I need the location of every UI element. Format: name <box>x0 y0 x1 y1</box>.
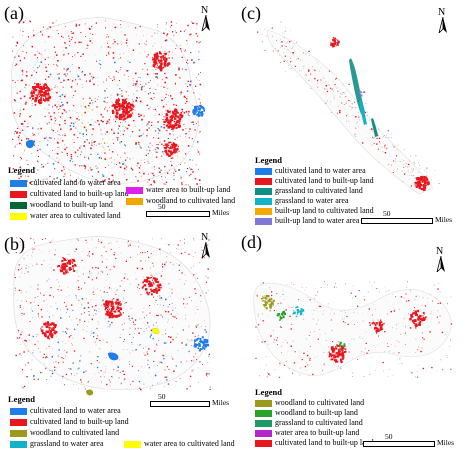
legend-item: woodland to cultivated land <box>126 196 235 206</box>
legend-item: woodland to built-up land <box>10 200 113 210</box>
legend-item: cultivated land to water area <box>255 166 366 176</box>
legend-item: cultivated land to built-up land <box>10 417 129 427</box>
panel-label-b: (b) <box>4 234 25 254</box>
legend-item: built-up land to cultivated land <box>255 206 374 216</box>
legend-swatch <box>10 201 27 209</box>
legend-item: grassland to cultivated land <box>255 418 363 428</box>
scale-unit: Miles <box>212 208 230 217</box>
legend-title: Legend <box>255 155 282 165</box>
panel-label-a: (a) <box>4 3 24 23</box>
legend-swatch <box>255 217 272 225</box>
region-outline-d <box>253 283 452 376</box>
north-arrow-b: N <box>198 232 214 258</box>
scale-value: 50 <box>385 432 393 441</box>
legend-swatch <box>255 429 272 437</box>
legend-item: cultivated land to built-up land <box>255 438 374 448</box>
legend-swatch <box>126 197 143 205</box>
north-label: N <box>201 5 209 16</box>
legend-item: water area to cultivated land <box>10 211 121 221</box>
north-arrow-d: N <box>433 246 449 272</box>
legend-swatch <box>255 399 272 407</box>
legend-item: woodland to cultivated land <box>10 428 119 438</box>
north-arrow-icon <box>436 256 445 272</box>
map-b <box>13 236 211 396</box>
legend-item: woodland to built-up land <box>255 408 358 418</box>
scale-bar-rect <box>150 401 210 407</box>
scale-bar-a: 50 Miles <box>146 203 236 217</box>
legend-swatch <box>255 167 272 175</box>
scale-value: 50 <box>383 209 391 218</box>
scale-unit: Miles <box>212 398 230 407</box>
scale-value: 50 <box>158 392 166 401</box>
panel-label-c: (c) <box>241 3 261 23</box>
legend-swatch <box>255 439 272 447</box>
legend-b: Legend cultivated land to water area cul… <box>8 394 236 450</box>
legend-swatch <box>10 212 27 220</box>
legend-item: water area to cultivated land <box>124 439 235 449</box>
scale-bar-d: 50 Miles <box>363 433 471 447</box>
scale-bar-c: 50 Miles <box>361 210 469 224</box>
legend-item: built-up land to water area <box>255 216 359 226</box>
north-arrow-a: N <box>198 5 214 31</box>
map-d <box>253 281 453 378</box>
legend-item: grassland to water area <box>10 439 104 449</box>
legend-swatch <box>126 186 143 194</box>
legend-swatch <box>255 187 272 195</box>
legend-swatch <box>255 419 272 427</box>
legend-item: cultivated land to built-up land <box>255 176 374 186</box>
scale-bar-rect <box>363 441 435 447</box>
north-arrow-icon <box>438 17 447 33</box>
map-panel-d: (d) N Legend woodland to cultivated land… <box>237 225 474 450</box>
legend-item: woodland to cultivated land <box>255 398 364 408</box>
map-panel-c: (c) N Legend cultivated land to water ar… <box>237 0 474 225</box>
scale-value: 50 <box>158 202 166 211</box>
legend-swatch <box>10 190 27 198</box>
legend-item: grassland to cultivated land <box>255 186 363 196</box>
north-arrow-icon <box>201 15 210 31</box>
legend-c: Legend cultivated land to water area cul… <box>255 155 470 225</box>
scale-unit: Miles <box>437 438 455 447</box>
map-a <box>10 17 206 187</box>
legend-swatch <box>10 429 27 437</box>
legend-swatch <box>255 207 272 215</box>
legend-item: cultivated land to water area <box>10 406 121 416</box>
legend-swatch <box>124 440 141 448</box>
scale-unit: Miles <box>435 215 453 224</box>
legend-item: cultivated land to built-up land <box>10 189 129 199</box>
legend-swatch <box>10 179 27 187</box>
north-arrow-icon <box>201 242 210 258</box>
map-panel-b: (b) N Legend cultivated land to water ar… <box>0 225 237 450</box>
scale-bar-rect <box>361 218 433 224</box>
legend-item: water area to built-up land <box>255 428 359 438</box>
legend-d: Legend woodland to cultivated land woodl… <box>255 387 465 447</box>
legend-swatch <box>10 407 27 415</box>
scale-bar-rect <box>146 211 210 217</box>
scale-bar-b: 50 Miles <box>150 393 236 407</box>
legend-swatch <box>10 440 27 448</box>
map-panel-a: (a) N Legend cultivated land to water ar… <box>0 0 237 225</box>
north-arrow-c: N <box>435 7 451 33</box>
legend-item: cultivated land to water area <box>10 178 121 188</box>
north-label: N <box>436 246 444 257</box>
legend-a: Legend cultivated land to water area cul… <box>8 165 236 225</box>
north-label: N <box>201 232 209 243</box>
legend-swatch <box>255 177 272 185</box>
legend-swatch <box>255 409 272 417</box>
legend-title: Legend <box>8 165 35 175</box>
map-c <box>257 21 440 199</box>
legend-swatch <box>10 418 27 426</box>
legend-item: grassland to water area <box>255 196 349 206</box>
panel-label-d: (d) <box>241 232 262 252</box>
legend-item: water area to built-up land <box>126 185 230 195</box>
north-label: N <box>438 7 446 18</box>
legend-swatch <box>255 197 272 205</box>
legend-title: Legend <box>255 387 282 397</box>
legend-title: Legend <box>8 394 35 404</box>
